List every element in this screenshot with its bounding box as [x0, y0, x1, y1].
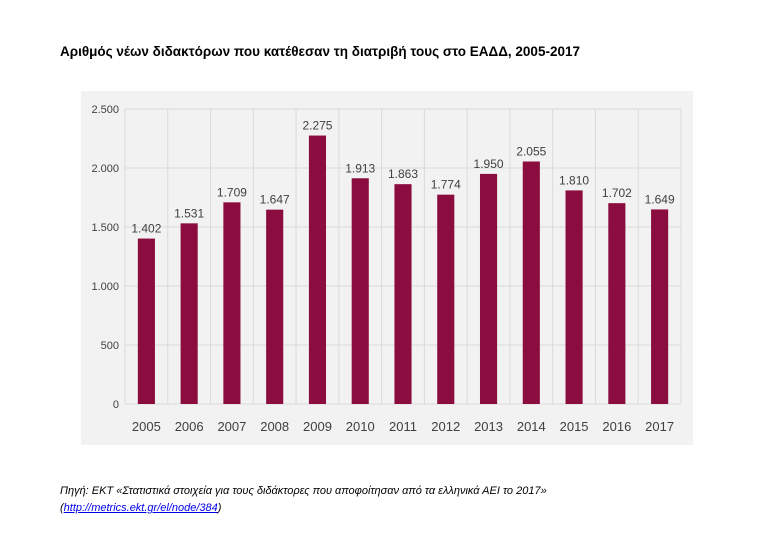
y-tick-label: 1.500 — [91, 222, 119, 234]
data-label: 1.950 — [474, 157, 504, 171]
x-tick-label: 2013 — [474, 419, 503, 434]
x-tick-label: 2009 — [303, 419, 332, 434]
bar — [651, 209, 669, 404]
data-label: 1.863 — [388, 167, 418, 181]
bar — [394, 184, 412, 404]
y-tick-label: 2.500 — [91, 104, 119, 116]
source-link-line: (http://metrics.ekt.gr/el/node/384) — [60, 500, 547, 517]
bar — [437, 194, 455, 404]
x-tick-label: 2005 — [132, 419, 161, 434]
data-label: 1.531 — [174, 206, 204, 220]
chart-title: Αριθμός νέων διδακτόρων που κατέθεσαν τη… — [60, 44, 580, 59]
bar — [137, 238, 155, 404]
bar — [223, 202, 241, 404]
x-tick-label: 2016 — [602, 419, 631, 434]
source-open-paren: ( — [60, 502, 64, 514]
data-label: 1.402 — [131, 222, 161, 236]
bar — [522, 161, 540, 404]
bar — [565, 190, 583, 404]
x-tick-label: 2008 — [260, 419, 289, 434]
bar — [308, 135, 327, 405]
data-label: 1.702 — [602, 186, 632, 200]
y-tick-label: 500 — [101, 340, 119, 352]
bar — [351, 178, 369, 404]
y-tick-label: 1.000 — [91, 281, 119, 293]
data-label: 2.275 — [302, 119, 332, 133]
x-tick-label: 2012 — [431, 419, 460, 434]
y-tick-label: 0 — [113, 399, 119, 411]
x-tick-label: 2007 — [217, 419, 246, 434]
bar — [479, 173, 498, 404]
data-label: 1.810 — [559, 173, 589, 187]
bar-chart: 0 500 1.000 1.500 2.000 2.500 1.402 2005 1.531 20… — [91, 104, 682, 434]
x-tick-label: 2011 — [389, 419, 417, 434]
data-label: 2.055 — [516, 145, 546, 159]
x-tick-label: 2014 — [517, 419, 546, 434]
bar — [608, 203, 626, 404]
bar — [180, 223, 198, 404]
data-label: 1.649 — [645, 192, 675, 206]
data-label: 1.774 — [431, 178, 461, 192]
source-link[interactable]: http://metrics.ekt.gr/el/node/384 — [63, 502, 218, 514]
data-label: 1.913 — [345, 161, 375, 175]
data-label: 1.647 — [260, 193, 290, 207]
x-tick-label: 2010 — [346, 419, 375, 434]
chart-area: 0 500 1.000 1.500 2.000 2.500 1.402 2005 1.531 20… — [81, 91, 693, 445]
y-tick-label: 2.000 — [91, 163, 119, 175]
source-note: Πηγή: ΕΚΤ «Στατιστικά στοιχεία για τους … — [60, 483, 547, 517]
source-close-paren: ) — [217, 502, 222, 514]
x-tick-label: 2015 — [560, 419, 589, 434]
data-label: 1.709 — [217, 185, 247, 199]
source-text: Πηγή: ΕΚΤ «Στατιστικά στοιχεία για τους … — [60, 485, 547, 497]
x-tick-label: 2006 — [175, 419, 204, 434]
x-tick-label: 2017 — [645, 419, 674, 434]
bar — [266, 209, 284, 404]
